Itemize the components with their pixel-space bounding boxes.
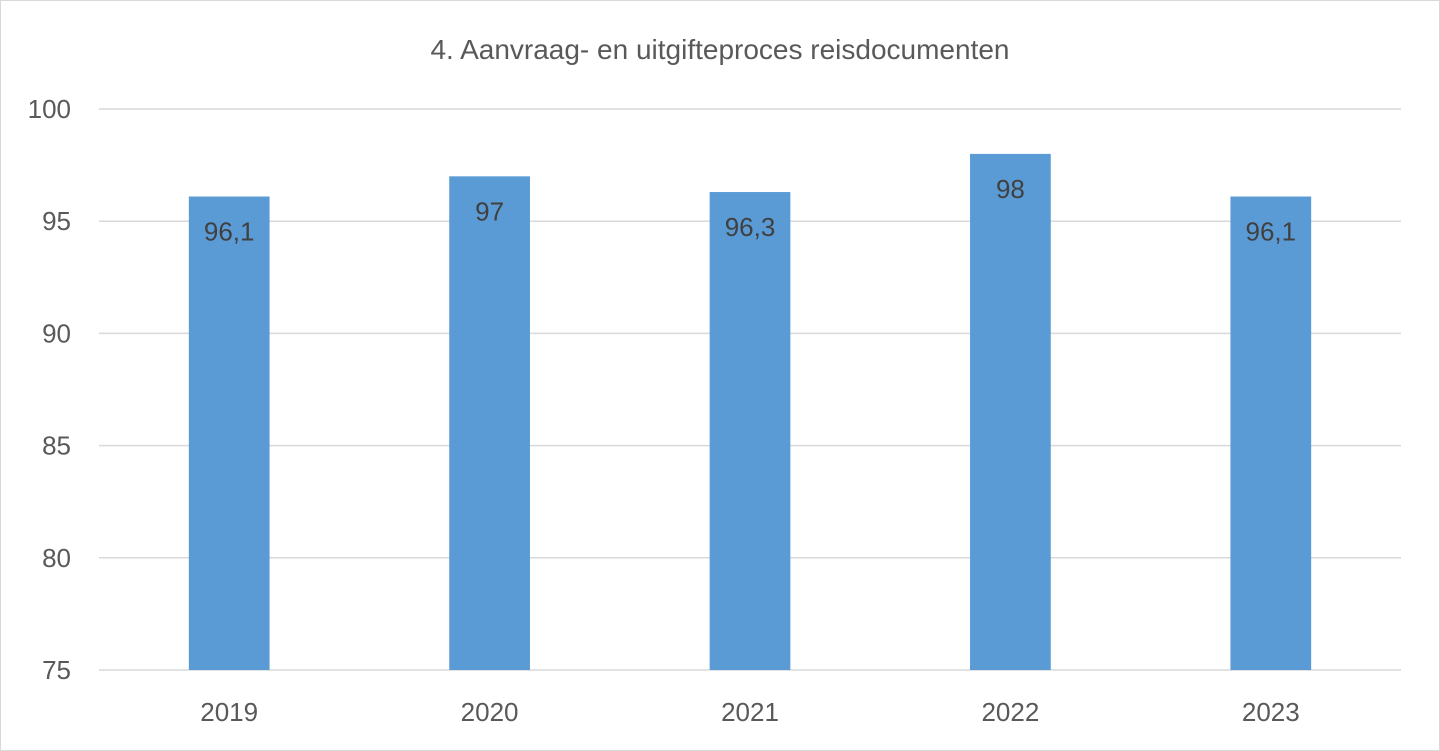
data-label-2023: 96,1 [1245, 217, 1296, 247]
x-tick-label-2023: 2023 [1242, 697, 1300, 727]
chart-title: 4. Aanvraag- en uitgifteproces reisdocum… [430, 34, 1009, 65]
y-tick-label: 95 [42, 206, 71, 236]
data-labels: 96,1 97 96,3 98 96,1 [204, 174, 1296, 247]
data-label-2019: 96,1 [204, 217, 255, 247]
y-tick-label: 85 [42, 431, 71, 461]
x-axis-ticks: 2019 2020 2021 2022 2023 [200, 697, 1299, 727]
bar-2020 [449, 176, 530, 670]
y-tick-label: 75 [42, 655, 71, 685]
x-tick-label-2022: 2022 [981, 697, 1039, 727]
x-tick-label-2021: 2021 [721, 697, 779, 727]
data-label-2021: 96,3 [725, 212, 776, 242]
y-tick-label: 90 [42, 318, 71, 348]
x-tick-label-2020: 2020 [461, 697, 519, 727]
y-tick-label: 80 [42, 543, 71, 573]
bars [188, 153, 1312, 671]
data-label-2022: 98 [996, 174, 1025, 204]
bar-2022 [970, 153, 1051, 670]
y-axis-ticks: 75 80 85 90 95 100 [28, 94, 71, 685]
x-tick-label-2019: 2019 [200, 697, 258, 727]
bar-2023 [1230, 196, 1312, 671]
data-label-2020: 97 [475, 196, 504, 226]
bar-2019 [188, 196, 270, 671]
bar-2021 [709, 192, 791, 670]
y-tick-label: 100 [28, 94, 71, 124]
